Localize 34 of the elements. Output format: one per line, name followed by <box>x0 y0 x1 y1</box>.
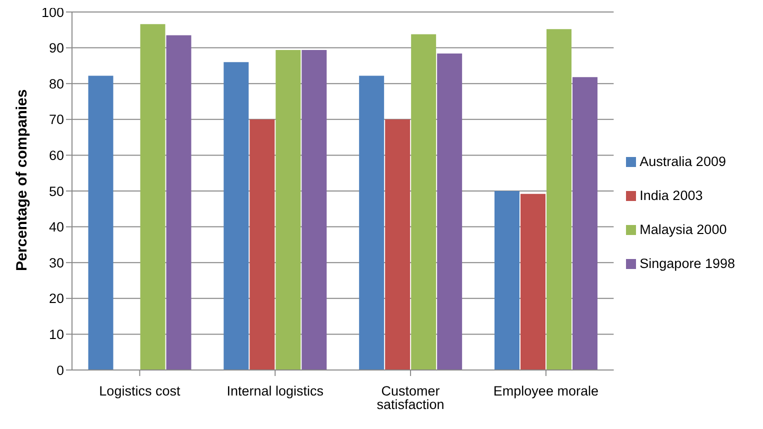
bar <box>411 34 436 370</box>
x-tick-label: Employee morale <box>493 384 598 399</box>
y-tick-label: 0 <box>56 362 64 378</box>
y-tick-label: 40 <box>48 220 64 235</box>
legend-label: Singapore 1998 <box>640 256 735 271</box>
bar <box>385 119 410 370</box>
y-tick-label: 90 <box>48 40 64 56</box>
legend-label: Australia 2009 <box>640 154 726 169</box>
y-tick-label: 50 <box>48 184 64 199</box>
y-tick-label: 10 <box>48 326 64 342</box>
bar <box>166 35 192 370</box>
x-tick-label: Logistics cost <box>99 384 180 399</box>
bar <box>140 24 166 370</box>
y-tick-label: 20 <box>48 291 64 306</box>
bar <box>224 62 249 370</box>
legend-label: India 2003 <box>640 188 703 203</box>
bar <box>546 29 572 370</box>
y-tick-label: 70 <box>48 112 64 128</box>
legend-label: Malaysia 2000 <box>640 222 727 237</box>
bar <box>302 50 327 370</box>
y-tick-label: 80 <box>48 76 64 92</box>
bar <box>494 191 520 370</box>
bar <box>250 119 275 370</box>
x-tick-label: Customer satisfaction <box>376 384 444 412</box>
bar <box>359 76 384 370</box>
bar <box>437 54 462 370</box>
y-tick-label: 60 <box>48 148 64 163</box>
y-tick-label: 30 <box>48 255 64 270</box>
bar <box>88 76 114 370</box>
x-tick-label: Internal logistics <box>226 384 324 399</box>
bar <box>520 194 546 370</box>
y-axis-title: Percentage of companies <box>13 89 30 271</box>
bar <box>572 77 598 370</box>
bar <box>276 50 301 370</box>
